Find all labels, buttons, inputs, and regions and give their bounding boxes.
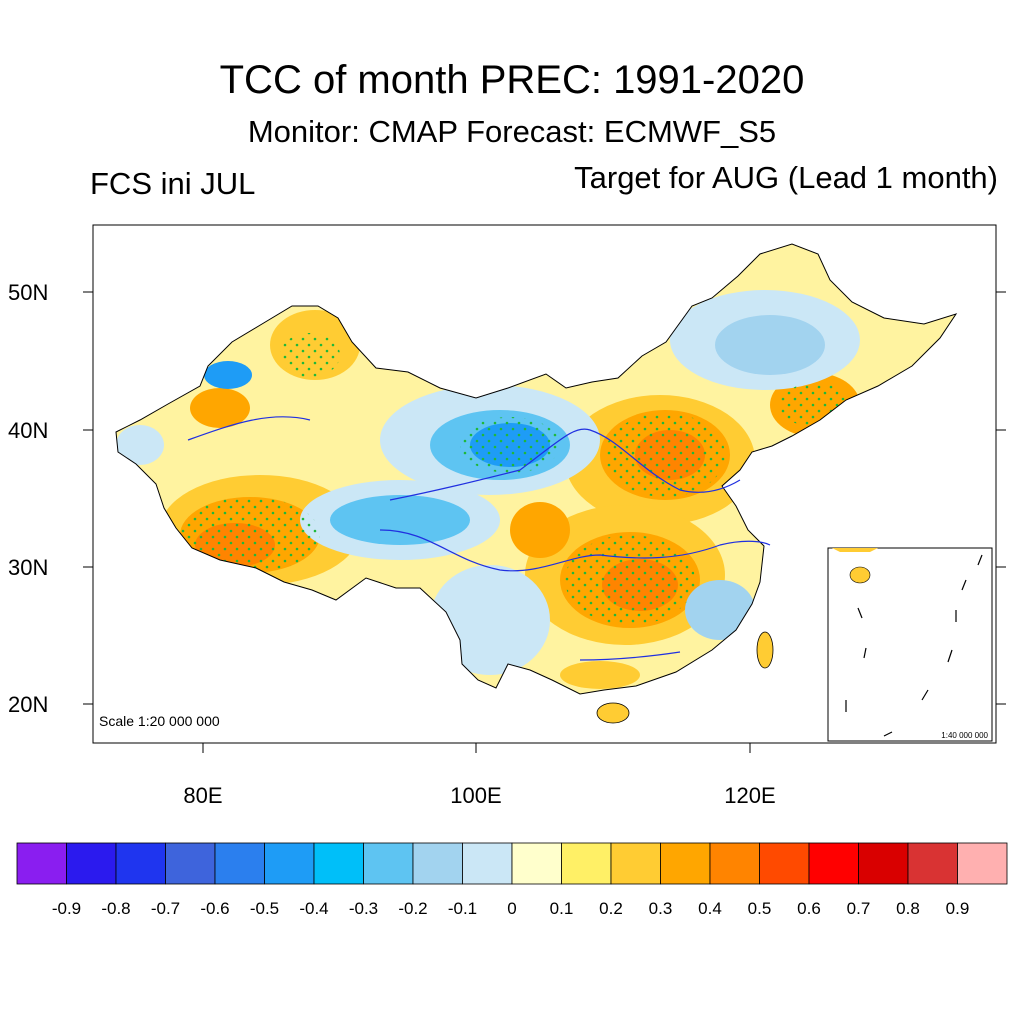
- nine-dash-line: [845, 554, 983, 737]
- inset-hainan: [849, 566, 871, 584]
- hainan-island: [596, 702, 630, 724]
- colorbar-swatch: [957, 842, 1008, 885]
- colorbar-swatch: [115, 842, 166, 885]
- colorbar-swatch: [66, 842, 117, 885]
- colorbar-label: 0.1: [550, 899, 574, 918]
- scale-label: Scale 1:20 000 000: [99, 713, 220, 729]
- lat-label: 50N: [8, 280, 48, 305]
- colorbar-label: 0.5: [748, 899, 772, 918]
- map-title: TCC of month PREC: 1991-2020: [219, 58, 805, 102]
- yangtze-river: [379, 529, 771, 572]
- map-subtitle: Monitor: CMAP Forecast: ECMWF_S5: [247, 114, 777, 149]
- colorbar-swatch: [907, 842, 958, 885]
- colorbar-label: -0.5: [250, 899, 279, 918]
- colorbar-label: -0.9: [52, 899, 81, 918]
- colorbar-label: 0.9: [946, 899, 970, 918]
- colorbar-label: -0.2: [398, 899, 427, 918]
- colorbar-label: -0.1: [448, 899, 477, 918]
- lon-label: 120E: [724, 783, 775, 808]
- china-border: [115, 243, 958, 695]
- colorbar-swatch: [214, 842, 265, 885]
- colorbar-label: -0.6: [200, 899, 229, 918]
- colorbar-label: 0.3: [649, 899, 673, 918]
- taiwan-island: [756, 631, 774, 669]
- colorbar-label: 0.8: [896, 899, 920, 918]
- colorbar-swatch: [610, 842, 661, 885]
- colorbar-swatch: [16, 842, 67, 885]
- initialization-label: FCS ini JUL: [90, 166, 256, 201]
- colorbar-swatch: [462, 842, 513, 885]
- colorbar-swatch: [264, 842, 315, 885]
- colorbar-label: -0.3: [349, 899, 378, 918]
- colorbar-swatch: [561, 842, 612, 885]
- colorbar-label: 0.7: [847, 899, 871, 918]
- lon-label: 100E: [450, 783, 501, 808]
- colorbar-swatch: [660, 842, 711, 885]
- colorbar-label: 0.4: [698, 899, 722, 918]
- colorbar-swatch: [858, 842, 909, 885]
- yellow-river: [389, 428, 741, 501]
- colorbar-swatch: [313, 842, 364, 885]
- colorbar-label: 0.6: [797, 899, 821, 918]
- colorbar-swatch: [759, 842, 810, 885]
- pearl-river: [579, 651, 681, 661]
- colorbar-swatch: [511, 842, 562, 885]
- colorbar-swatch: [363, 842, 414, 885]
- colorbar-label: -0.7: [151, 899, 180, 918]
- lat-label: 30N: [8, 555, 48, 580]
- colorbar-swatch: [412, 842, 463, 885]
- colorbar-swatch: [165, 842, 216, 885]
- lon-label: 80E: [183, 783, 222, 808]
- lat-label: 20N: [8, 692, 48, 717]
- colorbar-swatch: [709, 842, 760, 885]
- colorbar-label: 0.2: [599, 899, 623, 918]
- colorbar-swatch: [808, 842, 859, 885]
- inset-coast: [832, 548, 878, 552]
- colorbar-label: -0.4: [299, 899, 328, 918]
- colorbar-label: -0.8: [101, 899, 130, 918]
- inset-scale-label: 1:40 000 000: [941, 731, 988, 740]
- colorbar-label: 0: [507, 899, 516, 918]
- target-label: Target for AUG (Lead 1 month): [574, 160, 998, 195]
- tarim-river: [187, 416, 311, 441]
- frame-ticks: [83, 291, 1006, 753]
- lat-label: 40N: [8, 418, 48, 443]
